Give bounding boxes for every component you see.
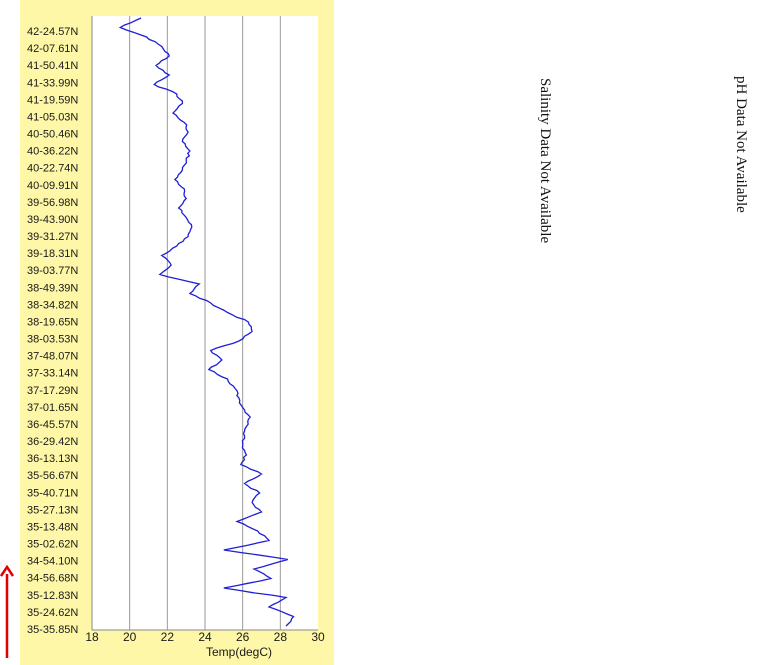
- y-tick-label: 42-24.57N: [27, 26, 78, 38]
- temperature-chart: 42-24.57N 42-07.61N 41-50.41N 41-33.99N 41-1…: [27, 16, 325, 659]
- y-tick-labels: 42-24.57N 42-07.61N 41-50.41N 41-33.99N 41-1…: [27, 26, 78, 636]
- y-tick-label: 38-19.65N: [27, 316, 78, 328]
- y-tick-label: 41-50.41N: [27, 60, 78, 72]
- ph-unavailable-note: pH Data Not Available: [733, 76, 749, 213]
- y-tick-label: 35-24.62N: [27, 607, 78, 619]
- y-tick-label: 42-07.61N: [27, 43, 78, 55]
- y-tick-label: 39-56.98N: [27, 197, 78, 209]
- y-tick-label: 39-18.31N: [27, 248, 78, 260]
- y-tick-label: 35-02.62N: [27, 539, 78, 551]
- y-tick-label: 39-31.27N: [27, 231, 78, 243]
- y-tick-label: 35-27.13N: [27, 504, 78, 516]
- y-tick-label: 38-34.82N: [27, 299, 78, 311]
- y-tick-label: 40-09.91N: [27, 180, 78, 192]
- y-tick-label: 36-45.57N: [27, 419, 78, 431]
- x-tick-label: 30: [311, 630, 325, 644]
- x-tick-labels: 18 20 22 24 26 28 30: [85, 630, 325, 644]
- y-tick-label: 37-17.29N: [27, 385, 78, 397]
- y-tick-label: 38-03.53N: [27, 334, 78, 346]
- x-tick-label: 28: [274, 630, 288, 644]
- y-tick-label: 37-33.14N: [27, 368, 78, 380]
- y-tick-label: 36-13.13N: [27, 453, 78, 465]
- y-tick-label: 35-56.67N: [27, 470, 78, 482]
- y-tick-label: 37-48.07N: [27, 351, 78, 363]
- x-tick-label: 20: [123, 630, 137, 644]
- y-tick-label: 39-43.90N: [27, 214, 78, 226]
- x-tick-label: 18: [85, 630, 99, 644]
- y-tick-label: 37-01.65N: [27, 402, 78, 414]
- y-tick-label: 38-49.39N: [27, 282, 78, 294]
- y-tick-label: 41-33.99N: [27, 77, 78, 89]
- y-tick-label: 34-56.68N: [27, 573, 78, 585]
- y-tick-label: 41-19.59N: [27, 94, 78, 106]
- y-tick-label: 35-12.83N: [27, 590, 78, 602]
- y-tick-label: 41-05.03N: [27, 111, 78, 123]
- x-tick-label: 22: [161, 630, 175, 644]
- temperature-chart-panel: 42-24.57N 42-07.61N 41-50.41N 41-33.99N 41-1…: [20, 0, 334, 665]
- y-tick-label: 35-13.48N: [27, 521, 78, 533]
- grid-lines: [129, 16, 281, 630]
- y-tick-label: 35-40.71N: [27, 487, 78, 499]
- x-axis-label: Temp(degC): [206, 645, 272, 659]
- y-tick-label: 40-22.74N: [27, 163, 78, 175]
- y-tick-label: 36-29.42N: [27, 436, 78, 448]
- temperature-series-line: [118, 17, 295, 627]
- y-tick-label: 39-03.77N: [27, 265, 78, 277]
- x-tick-label: 24: [198, 630, 212, 644]
- y-tick-label: 40-50.46N: [27, 129, 78, 141]
- direction-arrow-icon: [0, 564, 15, 658]
- y-tick-label: 40-36.22N: [27, 146, 78, 158]
- y-tick-label: 34-54.10N: [27, 556, 78, 568]
- x-tick-label: 26: [236, 630, 250, 644]
- y-tick-label: 35-35.85N: [27, 624, 78, 636]
- salinity-unavailable-note: Salinity Data Not Available: [537, 78, 553, 244]
- arrow-head: [0, 564, 15, 577]
